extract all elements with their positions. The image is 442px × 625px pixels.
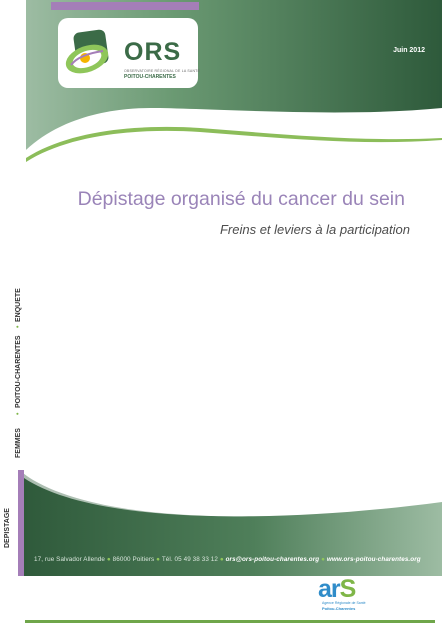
bottom-green-band <box>24 474 442 576</box>
label-femmes: FEMMES <box>15 428 22 458</box>
left-purple-accent <box>18 470 24 576</box>
ars-wordmark: arS <box>318 575 357 604</box>
vertical-separator-dot: • <box>15 325 22 328</box>
ars-wordmark-ar: ar <box>318 575 341 603</box>
top-purple-accent <box>51 2 199 10</box>
vertical-label-region: POITOU-CHARENTES <box>15 335 22 408</box>
label-enquete: ENQUETE <box>15 288 22 322</box>
footer-website: www.ors-poitou-charentes.org <box>326 556 421 563</box>
footer-email: ors@ors-poitou-charentes.org <box>225 556 320 563</box>
document-subtitle: Freins et leviers à la participation <box>219 222 410 237</box>
vertical-label-femmes: FEMMES <box>15 428 22 458</box>
separator-dot-icon: ● <box>156 556 162 563</box>
ors-logo-mark-icon <box>65 29 109 74</box>
document-title: Dépistage organisé du cancer du sein <box>77 188 405 210</box>
footer-phone: Tél. 05 49 38 33 12 <box>161 556 218 563</box>
footer-address: 17, rue Salvador Allende <box>34 556 106 563</box>
vertical-label-enquete: ENQUETE <box>15 288 22 322</box>
ars-wordmark-s: S <box>339 575 357 603</box>
label-region: POITOU-CHARENTES <box>15 335 22 408</box>
ars-region: Poitou-Charentes <box>322 606 356 611</box>
separator-dot-icon: ● <box>106 556 113 563</box>
separator-dot-icon: ● <box>321 556 327 563</box>
footer-contact-line: 17, rue Salvador Allende ● 86000 Poitier… <box>34 556 439 563</box>
ors-logo-subline: OBSERVATOIRE RÉGIONAL DE LA SANTÉ <box>124 69 201 73</box>
vertical-separator-dot: • <box>15 412 22 415</box>
ars-logo: arS Agence Régionale de Santé Poitou-Cha… <box>318 575 378 615</box>
footer-city: 86000 Poitiers <box>112 556 155 563</box>
publication-date: Juin 2012 <box>393 47 425 54</box>
ors-logo-region: POITOU-CHARENTES <box>124 74 176 80</box>
bottom-green-accent-line <box>25 620 435 623</box>
ors-logo-wordmark: ORS <box>124 38 182 66</box>
separator-dot-icon: ● <box>219 556 226 563</box>
ors-logo: ORS OBSERVATOIRE RÉGIONAL DE LA SANTÉ PO… <box>58 18 201 88</box>
ars-caption: Agence Régionale de Santé <box>322 601 366 605</box>
